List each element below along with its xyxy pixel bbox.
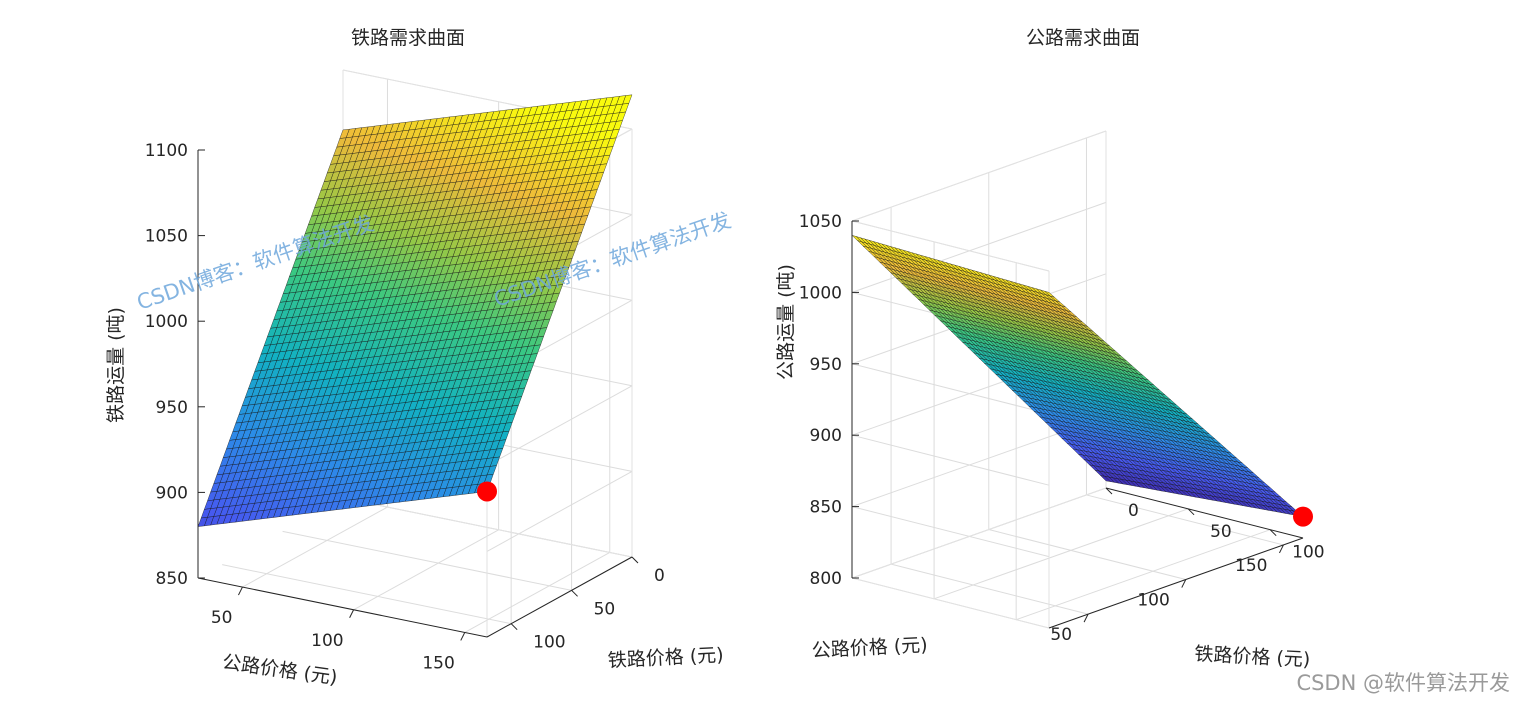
z-tick-label: 1100 <box>145 141 188 161</box>
tick-mark <box>460 632 466 641</box>
x-tick-label: 150 <box>422 653 454 673</box>
marker-point <box>477 481 497 502</box>
z-tick-label: 850 <box>810 498 842 518</box>
x-axis-line <box>1048 537 1304 629</box>
y-tick-label: 50 <box>594 599 616 619</box>
grid-line <box>1015 529 1271 621</box>
tick-mark <box>349 609 355 618</box>
box-edge <box>851 577 1050 629</box>
z-tick-label: 850 <box>156 569 188 589</box>
x-tick-label: 150 <box>1235 556 1267 576</box>
z-tick-label: 1000 <box>799 283 842 303</box>
x-tick-label: 100 <box>1137 591 1169 611</box>
x-tick-label: 100 <box>311 631 343 651</box>
tick-mark <box>238 586 243 596</box>
grid-line <box>988 529 1186 581</box>
grid-line <box>353 529 499 611</box>
grid-line <box>933 508 1189 600</box>
box-edge <box>851 130 1107 222</box>
grid-line <box>242 506 388 588</box>
marker-point <box>1293 506 1313 527</box>
grid-line <box>222 564 512 625</box>
x-axis-label: 公路价格 (元) <box>811 634 928 662</box>
z-axis-label: 公路运量 (吨) <box>775 264 797 380</box>
z-tick-label: 950 <box>810 355 842 375</box>
box-edge <box>851 487 1107 579</box>
y-axis-line <box>486 556 633 638</box>
grid-line <box>851 201 1107 293</box>
grid-line <box>890 563 1089 615</box>
x-axis-line <box>197 577 488 638</box>
surface-road-demand <box>851 235 1313 527</box>
y-axis-label: 铁路价格 (元) <box>1194 643 1311 671</box>
z-tick-label: 1050 <box>145 227 188 247</box>
x-tick-label: 50 <box>1050 625 1072 645</box>
plot-road-demand: 800 850 900 950 1000 1050 50 100 150 0 50 100 公路需求曲… <box>775 27 1325 671</box>
y-axis-label: 铁路价格 (元) <box>607 644 724 672</box>
z-tick-label: 950 <box>156 398 188 418</box>
z-tick-label: 900 <box>156 483 188 503</box>
chart-title: 铁路需求曲面 <box>351 27 465 49</box>
z-axis-label: 铁路运量 (吨) <box>105 307 127 423</box>
y-tick-label: 0 <box>1128 501 1139 521</box>
tick-mark <box>510 623 518 631</box>
plot-rail-demand: 850 900 950 1000 1050 1100 50 100 150 0 50 100 铁路需求… <box>105 27 724 689</box>
grid-line <box>851 506 1050 558</box>
surface-rail-demand <box>197 94 633 527</box>
box-edge <box>851 220 1050 272</box>
box-edge <box>342 497 633 558</box>
z-tick-label: 900 <box>810 426 842 446</box>
y-tick-label: 50 <box>1210 522 1232 542</box>
grid-line <box>851 434 1050 486</box>
y-tick-label: 100 <box>533 633 565 653</box>
z-tick-label: 800 <box>810 569 842 589</box>
y-tick-label: 100 <box>1292 543 1324 563</box>
tick-labels: 850 900 950 1000 1050 1100 50 100 150 0 50 100 <box>145 141 665 673</box>
grid-line <box>282 530 572 591</box>
tick-mark <box>631 556 639 564</box>
z-tick-label: 1000 <box>145 312 188 332</box>
credit-text: CSDN @软件算法开发 <box>1296 671 1510 695</box>
chart-title: 公路需求曲面 <box>1026 27 1140 49</box>
y-tick-label: 0 <box>654 566 665 586</box>
z-tick-label: 1050 <box>799 212 842 232</box>
surface-cell <box>197 517 208 527</box>
tick-mark <box>571 589 578 597</box>
x-axis-label: 公路价格 (元) <box>221 651 339 689</box>
x-tick-label: 50 <box>211 608 233 628</box>
